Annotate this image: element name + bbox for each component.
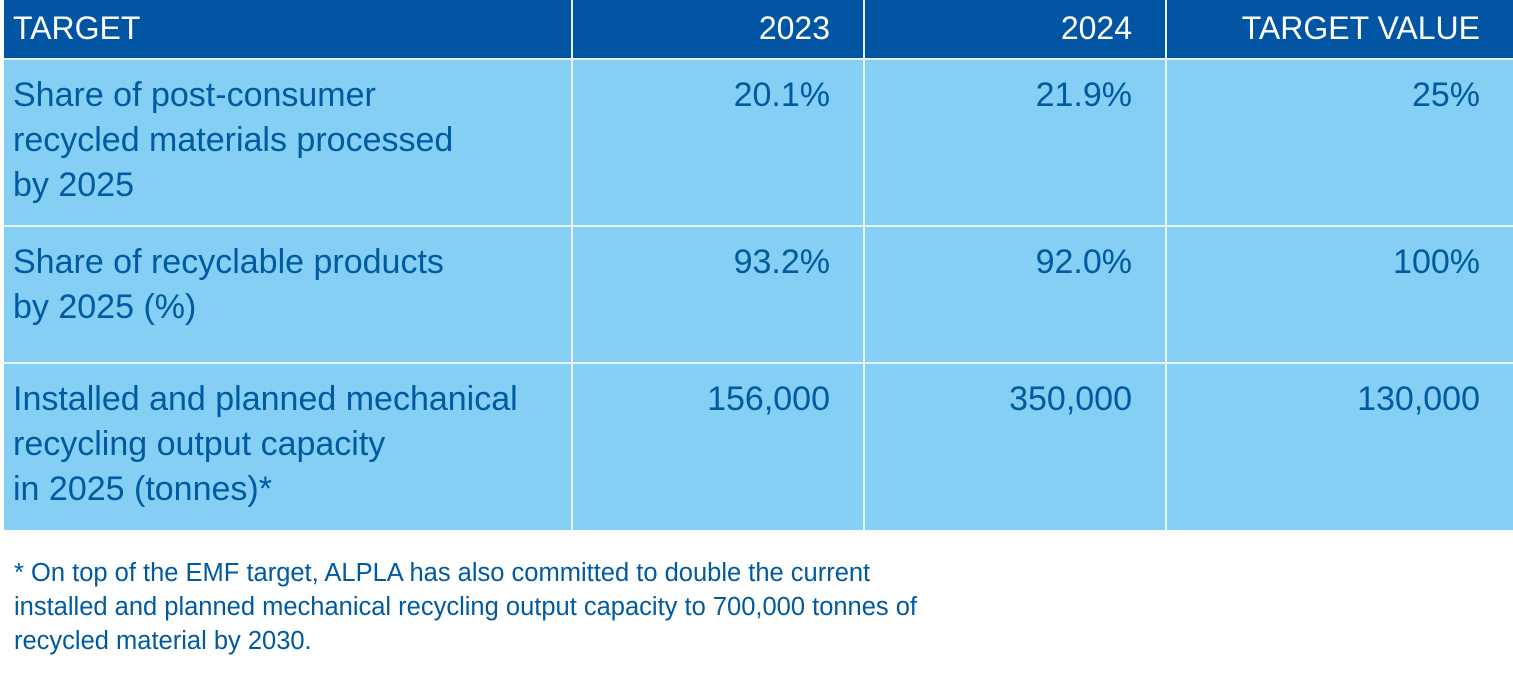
value-2023: 93.2% bbox=[572, 225, 865, 363]
footnote-line: recycled material by 2030. bbox=[14, 627, 312, 655]
header-2024: 2024 bbox=[864, 0, 1167, 59]
footnote: * On top of the EMF target, ALPLA has al… bbox=[14, 556, 1114, 658]
target-line: by 2025 bbox=[13, 166, 134, 204]
target-description: Share of recyclable products by 2025 (%) bbox=[4, 225, 573, 363]
target-description: Installed and planned mechanical recycli… bbox=[4, 362, 573, 530]
value-2024: 350,000 bbox=[864, 362, 1167, 530]
footnote-line: * On top of the EMF target, ALPLA has al… bbox=[14, 559, 871, 587]
footnote-line: installed and planned mechanical recycli… bbox=[14, 593, 918, 621]
value-target: 130,000 bbox=[1166, 362, 1513, 530]
target-line: Installed and planned mechanical bbox=[13, 380, 518, 418]
target-line: recycled materials processed bbox=[13, 121, 454, 159]
targets-table: TARGET 2023 2024 TARGET VALUE Share of p… bbox=[4, 0, 1513, 530]
target-line: by 2025 (%) bbox=[13, 288, 197, 326]
table-row: Share of post-consumer recycled material… bbox=[4, 58, 1513, 226]
header-target-value: TARGET VALUE bbox=[1166, 0, 1513, 59]
target-line: in 2025 (tonnes)* bbox=[13, 470, 272, 508]
header-2023: 2023 bbox=[572, 0, 865, 59]
value-2024: 21.9% bbox=[864, 58, 1167, 226]
value-2023: 156,000 bbox=[572, 362, 865, 530]
header-target: TARGET bbox=[4, 0, 573, 59]
target-description: Share of post-consumer recycled material… bbox=[4, 58, 573, 226]
target-line: Share of post-consumer bbox=[13, 76, 376, 114]
table-header-row: TARGET 2023 2024 TARGET VALUE bbox=[4, 0, 1513, 59]
value-2023: 20.1% bbox=[572, 58, 865, 226]
table-row: Installed and planned mechanical recycli… bbox=[4, 362, 1513, 530]
value-target: 100% bbox=[1166, 225, 1513, 363]
value-2024: 92.0% bbox=[864, 225, 1167, 363]
target-line: recycling output capacity bbox=[13, 425, 386, 463]
value-target: 25% bbox=[1166, 58, 1513, 226]
target-line: Share of recyclable products bbox=[13, 243, 444, 281]
table-row: Share of recyclable products by 2025 (%)… bbox=[4, 225, 1513, 363]
